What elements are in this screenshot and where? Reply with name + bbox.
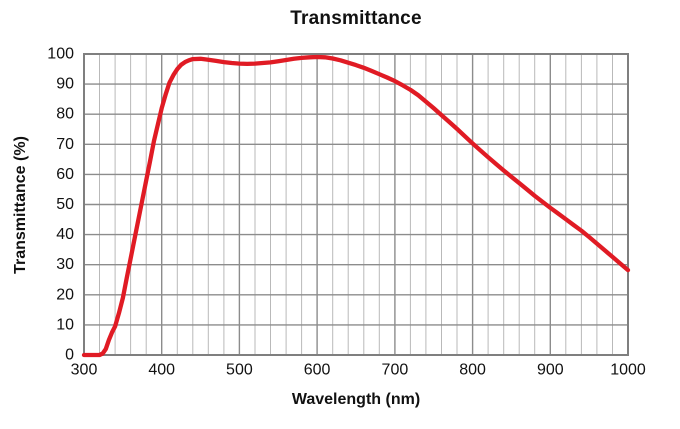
- y-tick-label: 60: [56, 166, 74, 183]
- y-tick-label: 70: [56, 136, 74, 153]
- x-tick-label: 600: [304, 361, 331, 378]
- y-tick-label: 50: [56, 196, 74, 213]
- y-tick-label: 80: [56, 106, 74, 123]
- y-tick-label: 100: [47, 46, 74, 63]
- y-tick-label: 90: [56, 76, 74, 93]
- plot-border: [83, 53, 629, 356]
- y-tick-label: 10: [56, 316, 74, 333]
- chart-title: Transmittance: [290, 8, 422, 29]
- x-axis-label: Wavelength (nm): [291, 391, 421, 408]
- x-tick-label: 400: [148, 361, 175, 378]
- transmittance-curve: [81, 54, 631, 358]
- y-tick-label: 30: [56, 256, 74, 273]
- y-tick-label: 20: [56, 286, 74, 303]
- x-tick-label: 500: [226, 361, 253, 378]
- y-tick-label: 0: [65, 347, 74, 364]
- x-tick-label: 900: [537, 361, 564, 378]
- y-tick-label: 40: [56, 226, 74, 243]
- x-tick-label: 700: [382, 361, 409, 378]
- x-tick-label: 1000: [610, 361, 646, 378]
- x-tick-label: 800: [459, 361, 486, 378]
- x-tick-label: 300: [71, 361, 98, 378]
